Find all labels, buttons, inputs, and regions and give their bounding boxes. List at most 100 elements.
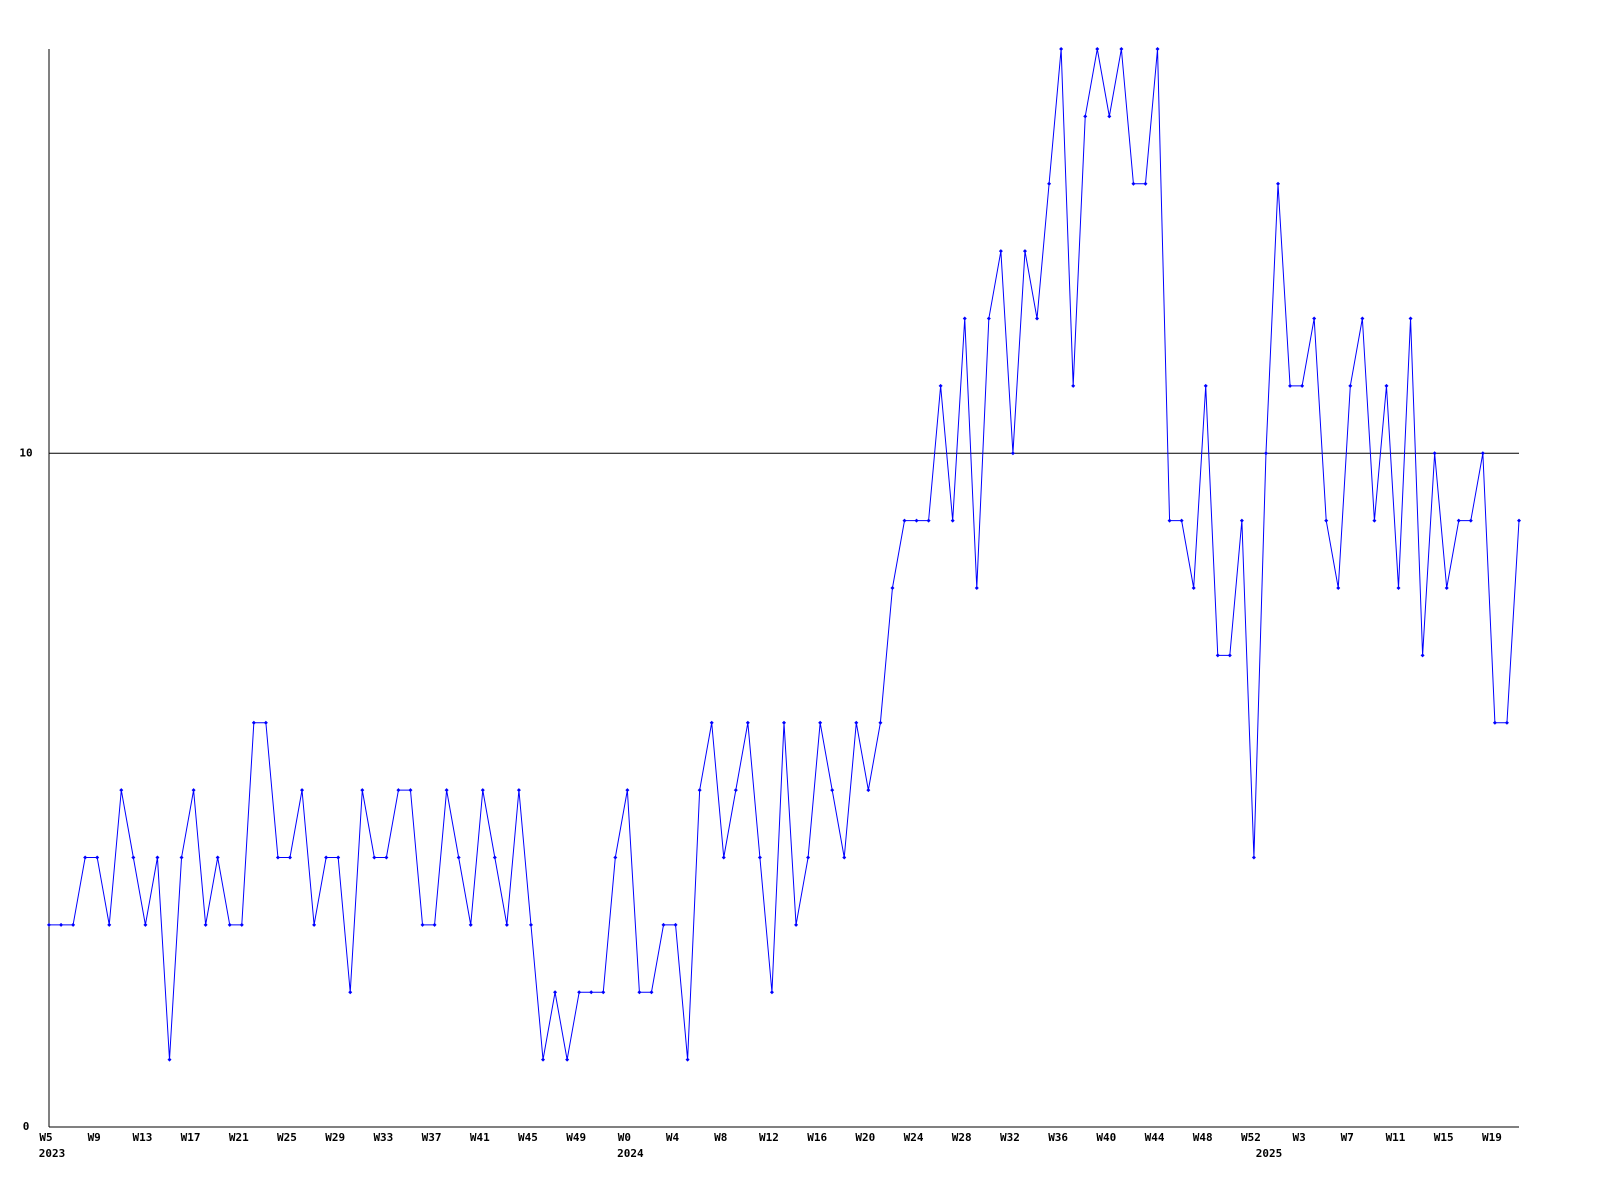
x-tick-label: W13 [132, 1131, 152, 1144]
data-point [432, 922, 437, 927]
x-tick-label: W19 [1482, 1131, 1502, 1144]
data-point [360, 788, 365, 793]
data-point [938, 383, 943, 388]
x-tick-label: W5 [39, 1131, 52, 1144]
data-point [528, 922, 533, 927]
x-tick-label: W28 [952, 1131, 972, 1144]
data-point [625, 788, 630, 793]
data-point [1143, 181, 1148, 186]
data-point [1468, 518, 1473, 523]
data-point [806, 855, 811, 860]
data-point [878, 720, 883, 725]
data-point [1215, 653, 1220, 658]
data-point [1420, 653, 1425, 658]
data-point [1300, 383, 1305, 388]
data-point [890, 586, 895, 590]
data-point [541, 1057, 546, 1062]
data-point [336, 855, 341, 860]
x-tick-label: W12 [759, 1131, 779, 1144]
x-tick-label: W25 [277, 1131, 297, 1144]
x-tick-label: W16 [807, 1131, 827, 1144]
x-tick-label: W4 [666, 1131, 680, 1144]
data-point [312, 922, 317, 927]
data-point [1504, 720, 1509, 725]
x-tick-label: W15 [1434, 1131, 1454, 1144]
data-point [757, 855, 762, 860]
data-point [251, 720, 256, 725]
data-point [71, 922, 76, 927]
x-tick-label: W52 [1241, 1131, 1261, 1144]
data-point [745, 720, 750, 725]
x-tick-label: W3 [1292, 1131, 1305, 1144]
data-point [842, 855, 847, 860]
data-point [577, 990, 582, 995]
data-point [1288, 383, 1293, 388]
data-point [300, 788, 305, 793]
data-point [1022, 249, 1027, 254]
data-point [553, 990, 558, 995]
data-point [1071, 383, 1076, 388]
x-tick-label: W33 [373, 1131, 393, 1144]
data-point [830, 788, 835, 793]
data-point [926, 518, 931, 523]
data-point [782, 720, 786, 725]
data-point [1083, 114, 1088, 119]
data-point [1372, 518, 1377, 523]
x-tick-label: W21 [229, 1131, 249, 1144]
data-point [191, 788, 196, 793]
data-point [1251, 855, 1256, 860]
data-point [974, 586, 979, 590]
data-point [649, 990, 654, 995]
data-point [239, 922, 244, 927]
data-point [287, 855, 292, 860]
data-point [468, 922, 473, 927]
data-point [396, 788, 401, 793]
data-point [456, 855, 461, 860]
data-point [601, 990, 606, 995]
data-point [709, 720, 714, 725]
x-tick-label: W20 [855, 1131, 875, 1144]
data-point [83, 855, 88, 860]
data-point [1263, 451, 1268, 456]
data-point [275, 855, 280, 860]
data-point [384, 855, 389, 860]
data-point [119, 788, 124, 793]
data-point [1408, 316, 1413, 321]
year-label: 2025 [1256, 1147, 1283, 1160]
x-tick-label: W41 [470, 1131, 490, 1144]
data-point [854, 720, 859, 725]
data-point [914, 518, 919, 523]
data-point [95, 855, 100, 860]
data-point [516, 788, 521, 793]
data-point [1119, 47, 1124, 51]
data-point [1348, 383, 1353, 388]
data-point [637, 990, 642, 995]
data-point [1396, 586, 1401, 590]
data-point [697, 788, 702, 793]
data-point [1155, 47, 1160, 51]
data-point [348, 990, 353, 995]
data-point [794, 922, 799, 927]
data-point [1456, 518, 1461, 523]
data-point [215, 855, 220, 860]
data-point [673, 922, 678, 927]
data-point [685, 1057, 690, 1062]
data-point [769, 990, 774, 995]
data-point [1191, 586, 1196, 590]
data-point [1444, 586, 1449, 590]
data-point [1312, 316, 1317, 321]
y-tick-label: 0 [23, 1120, 30, 1133]
data-point [1360, 316, 1365, 321]
data-point [866, 788, 871, 793]
data-point [1336, 586, 1341, 590]
data-point [1059, 47, 1064, 51]
x-tick-label: W17 [181, 1131, 201, 1144]
data-point [1480, 451, 1485, 456]
data-point [59, 922, 64, 927]
data-point [1517, 518, 1521, 523]
x-tick-label: W49 [566, 1131, 586, 1144]
y-tick-label: 10 [19, 446, 32, 459]
data-point [1131, 181, 1136, 186]
data-point [1492, 720, 1497, 725]
